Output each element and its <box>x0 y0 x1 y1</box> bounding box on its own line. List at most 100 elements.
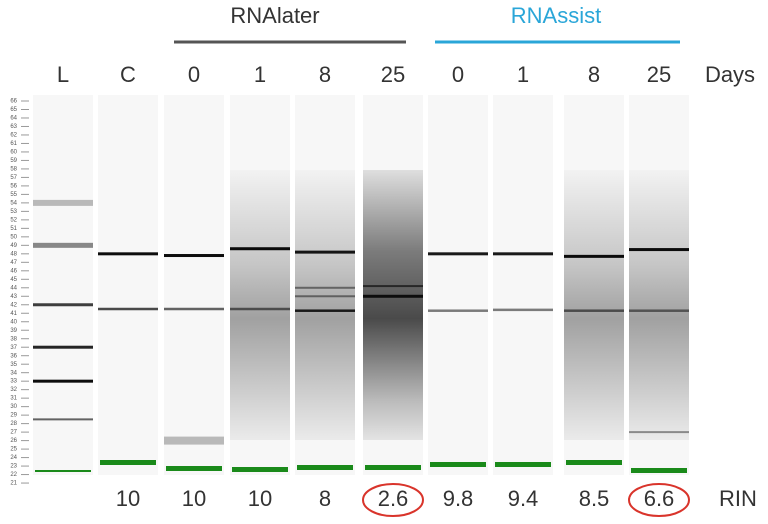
band <box>164 307 224 311</box>
ladder-label: 65 <box>10 107 17 113</box>
marker-band <box>232 467 288 472</box>
ladder-label: 58 <box>10 166 17 172</box>
ladder-label: 22 <box>10 472 17 478</box>
band <box>98 307 158 311</box>
lane-label: 0 <box>452 62 464 87</box>
ladder-label: 51 <box>10 226 17 232</box>
ladder-label: 45 <box>10 277 17 283</box>
marker-band <box>297 465 353 470</box>
marker-band <box>495 462 551 467</box>
marker-band <box>365 465 421 470</box>
lane-label: 0 <box>188 62 200 87</box>
ladder-label: 57 <box>10 175 17 181</box>
ladder-scale: 66 65 64 63 62 61 60 59 58 57 56 55 54 53 52 51 50 49 48 47… <box>10 99 29 487</box>
ladder-label: 25 <box>10 447 17 453</box>
group-title: RNAssist <box>511 3 601 28</box>
rin-value: 9.4 <box>508 486 539 511</box>
ladder-label: 21 <box>10 481 17 487</box>
lane-background <box>428 95 488 475</box>
ladder-label: 31 <box>10 396 17 402</box>
ladder-label: 56 <box>10 183 17 189</box>
rin-value: 10 <box>248 486 272 511</box>
ladder-label: 48 <box>10 251 17 257</box>
band <box>164 436 224 445</box>
ladder-label: 28 <box>10 421 17 427</box>
ladder-label: 40 <box>10 319 17 325</box>
band <box>33 199 93 206</box>
ladder-label: 61 <box>10 141 17 147</box>
ladder-label: 49 <box>10 243 17 249</box>
lane-label: 1 <box>517 62 529 87</box>
band <box>33 345 93 349</box>
ladder-label: 36 <box>10 353 17 359</box>
ladder-label: 33 <box>10 379 17 385</box>
highlight-circle <box>362 483 424 517</box>
rin-value: 10 <box>182 486 206 511</box>
band <box>564 254 624 258</box>
lane-label: 25 <box>381 62 405 87</box>
lane-label: 8 <box>588 62 600 87</box>
ladder-label: 39 <box>10 328 17 334</box>
band <box>629 309 689 312</box>
band <box>363 294 423 298</box>
band <box>33 303 93 307</box>
rin-label: RIN <box>719 486 757 511</box>
ladder-label: 44 <box>10 285 17 291</box>
ladder-label: 62 <box>10 133 17 139</box>
band <box>230 307 290 311</box>
lane-background <box>493 95 553 475</box>
band <box>493 252 553 256</box>
ladder-label: 35 <box>10 362 17 368</box>
ladder-label: 29 <box>10 413 17 419</box>
lane-label: C <box>120 62 136 87</box>
ladder-label: 50 <box>10 234 17 240</box>
marker-band <box>100 460 156 465</box>
highlight-circle <box>628 483 690 517</box>
ladder-label: 37 <box>10 345 17 351</box>
band <box>428 252 488 256</box>
band <box>164 254 224 258</box>
band <box>295 309 355 312</box>
band <box>295 295 355 298</box>
ladder-label: 64 <box>10 116 17 122</box>
ladder-label: 66 <box>10 99 17 105</box>
rin-value: 9.8 <box>443 486 474 511</box>
ladder-label: 52 <box>10 217 17 223</box>
ladder-label: 54 <box>10 200 17 206</box>
ladder-label: 24 <box>10 455 17 461</box>
marker-band <box>35 470 91 472</box>
ladder-label: 53 <box>10 209 17 215</box>
band <box>363 285 423 288</box>
ladder-label: 23 <box>10 464 17 470</box>
group-title: RNAlater <box>230 3 319 28</box>
lane-smear <box>230 170 290 440</box>
band <box>230 247 290 251</box>
lane-background <box>98 95 158 475</box>
lane-label: L <box>57 62 69 87</box>
band <box>33 418 93 421</box>
ladder-label: 46 <box>10 268 17 274</box>
band <box>428 309 488 312</box>
band <box>33 242 93 248</box>
rin-value: 8.5 <box>579 486 610 511</box>
ladder-label: 55 <box>10 192 17 198</box>
lane-smear <box>363 170 423 440</box>
band <box>493 308 553 312</box>
ladder-label: 38 <box>10 336 17 342</box>
lane-smear <box>295 170 355 440</box>
lane-background <box>164 95 224 475</box>
rin-value: 8 <box>319 486 331 511</box>
lane-smear <box>564 170 624 440</box>
rin-value: 10 <box>116 486 140 511</box>
band <box>98 252 158 256</box>
band <box>564 309 624 312</box>
band <box>33 379 93 383</box>
ladder-label: 43 <box>10 294 17 300</box>
ladder-label: 59 <box>10 158 17 164</box>
ladder-label: 32 <box>10 387 17 393</box>
rin-value: 6.6 <box>644 486 675 511</box>
band <box>295 286 355 289</box>
rin-value: 2.6 <box>378 486 409 511</box>
marker-band <box>166 466 222 471</box>
